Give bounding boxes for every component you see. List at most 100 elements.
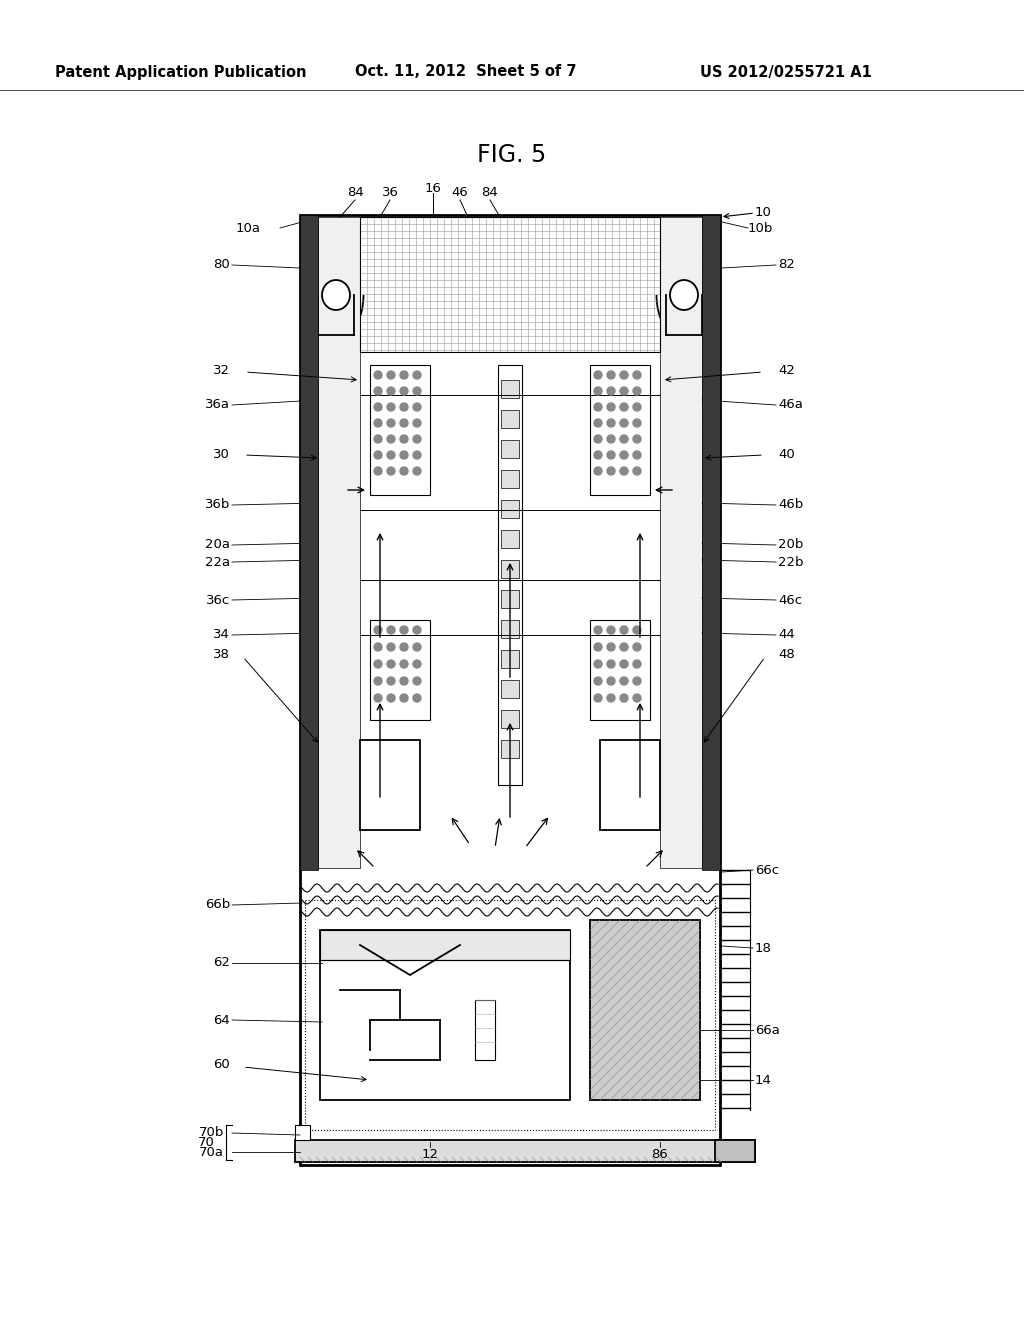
Bar — [319, 931, 570, 960]
Circle shape — [413, 371, 421, 379]
Circle shape — [620, 626, 628, 634]
Circle shape — [607, 467, 615, 475]
Circle shape — [633, 643, 641, 651]
Circle shape — [374, 451, 382, 459]
Polygon shape — [660, 851, 702, 861]
Text: 38: 38 — [213, 648, 230, 661]
Polygon shape — [660, 319, 702, 329]
Circle shape — [620, 418, 628, 426]
Circle shape — [607, 677, 615, 685]
Circle shape — [413, 387, 421, 395]
Polygon shape — [660, 305, 702, 315]
Circle shape — [594, 451, 602, 459]
Bar — [501, 680, 519, 698]
Ellipse shape — [322, 280, 350, 310]
Circle shape — [374, 677, 382, 685]
Bar — [501, 620, 519, 638]
Polygon shape — [660, 642, 702, 651]
Circle shape — [387, 626, 395, 634]
Bar — [360, 216, 660, 869]
Circle shape — [387, 418, 395, 426]
Circle shape — [400, 436, 408, 444]
Text: 36a: 36a — [205, 399, 230, 412]
Polygon shape — [318, 445, 360, 455]
Text: 64: 64 — [213, 1014, 230, 1027]
Polygon shape — [318, 235, 360, 246]
Polygon shape — [660, 459, 702, 469]
Circle shape — [620, 677, 628, 685]
Polygon shape — [660, 752, 702, 763]
Circle shape — [594, 418, 602, 426]
Text: 66b: 66b — [205, 899, 230, 912]
Polygon shape — [318, 403, 360, 413]
Circle shape — [633, 467, 641, 475]
Circle shape — [620, 694, 628, 702]
Polygon shape — [318, 432, 360, 441]
Bar — [501, 710, 519, 729]
Polygon shape — [318, 263, 360, 273]
Polygon shape — [660, 711, 702, 721]
Polygon shape — [318, 585, 360, 595]
Circle shape — [594, 643, 602, 651]
Polygon shape — [318, 473, 360, 483]
Circle shape — [374, 660, 382, 668]
Bar — [360, 741, 420, 830]
Text: 44: 44 — [778, 628, 795, 642]
Circle shape — [607, 626, 615, 634]
Bar — [501, 560, 519, 578]
Polygon shape — [660, 795, 702, 805]
Circle shape — [400, 660, 408, 668]
Circle shape — [387, 694, 395, 702]
Circle shape — [400, 387, 408, 395]
Circle shape — [413, 677, 421, 685]
Bar — [590, 920, 700, 1100]
Text: 84: 84 — [347, 186, 364, 199]
Polygon shape — [660, 389, 702, 399]
Bar — [501, 590, 519, 609]
Circle shape — [374, 403, 382, 411]
Circle shape — [607, 387, 615, 395]
Text: 70b: 70b — [199, 1126, 224, 1138]
Polygon shape — [660, 612, 702, 623]
Polygon shape — [318, 837, 360, 847]
Circle shape — [607, 694, 615, 702]
Polygon shape — [660, 739, 702, 748]
Circle shape — [607, 418, 615, 426]
Text: 22b: 22b — [778, 556, 804, 569]
Circle shape — [620, 371, 628, 379]
Bar — [660, 216, 702, 869]
Circle shape — [594, 694, 602, 702]
Circle shape — [594, 387, 602, 395]
Polygon shape — [660, 333, 702, 343]
Circle shape — [607, 660, 615, 668]
Text: 10b: 10b — [748, 222, 773, 235]
Circle shape — [413, 418, 421, 426]
Text: 20b: 20b — [778, 539, 804, 552]
Text: 62: 62 — [213, 957, 230, 969]
Polygon shape — [318, 333, 360, 343]
Text: Oct. 11, 2012  Sheet 5 of 7: Oct. 11, 2012 Sheet 5 of 7 — [355, 65, 577, 79]
Circle shape — [413, 436, 421, 444]
Circle shape — [387, 436, 395, 444]
Polygon shape — [318, 627, 360, 638]
Circle shape — [633, 694, 641, 702]
Polygon shape — [318, 739, 360, 748]
Bar — [319, 931, 570, 1100]
Polygon shape — [660, 585, 702, 595]
Circle shape — [387, 387, 395, 395]
Circle shape — [400, 371, 408, 379]
Polygon shape — [660, 682, 702, 693]
Circle shape — [594, 403, 602, 411]
Polygon shape — [318, 851, 360, 861]
Bar — [590, 366, 650, 495]
Polygon shape — [660, 767, 702, 777]
Circle shape — [620, 403, 628, 411]
Polygon shape — [660, 543, 702, 553]
Circle shape — [387, 467, 395, 475]
Polygon shape — [318, 543, 360, 553]
Bar — [501, 531, 519, 548]
Circle shape — [594, 660, 602, 668]
Circle shape — [607, 403, 615, 411]
Bar — [360, 216, 660, 352]
Polygon shape — [318, 655, 360, 665]
